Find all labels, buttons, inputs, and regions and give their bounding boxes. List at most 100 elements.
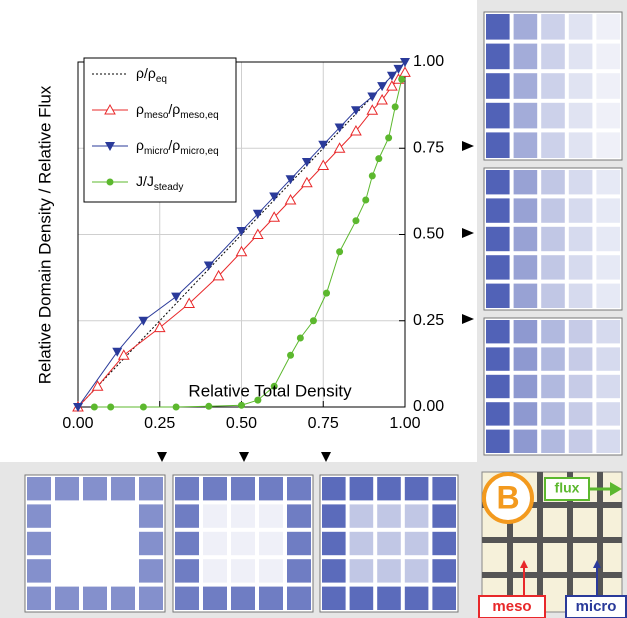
image-cell [513,429,538,453]
image-cell [486,402,510,426]
image-cell [596,102,620,129]
image-cell [322,559,346,583]
image-cell [541,170,565,195]
image-cell [568,14,593,40]
image-cell [513,43,538,70]
image-cell [513,14,538,40]
image-cell [175,559,199,583]
image-cell [349,531,374,556]
image-cell [486,226,510,252]
image-cell [541,320,565,344]
plot: 0.00 0.25 0.50 0.75 1.000.000.250.500.751.00… [62,53,444,432]
point [236,227,247,237]
point [366,104,379,115]
image-cell [287,531,311,556]
arrow [462,141,474,151]
legend-text-part: ρ [136,137,144,153]
point [268,211,281,222]
image-cell [486,14,510,40]
image-cell [377,531,401,556]
image-cell [541,102,565,129]
legend-text-part: /ρ [168,101,180,117]
image-cell [596,283,620,308]
image-cell [55,504,79,528]
image-cell [175,531,199,556]
image-cell [432,559,456,583]
legend-label: ρmeso/ρmeso,eq [136,101,219,121]
legend-text-part: meso,eq [180,110,218,121]
image-cell [541,14,565,40]
image-cell [231,559,255,583]
image-cell [568,320,593,344]
legend-text-part: meso [144,110,169,121]
point [252,228,264,239]
point [90,403,98,411]
image-cell [27,531,51,556]
micro-box [565,595,627,618]
flux-arrowhead [610,482,622,496]
image-cell [513,347,538,371]
image-cell [111,531,135,556]
image-cell [596,170,620,195]
point [352,217,360,225]
image-cell [231,531,255,556]
image-cell [287,559,311,583]
point [117,349,130,360]
image-cell [139,504,163,528]
image-cell [404,504,429,528]
grid-bar [482,572,622,578]
x-tick-label: 1.00 [389,415,420,432]
point [391,103,399,111]
image-cell [596,73,620,99]
point [107,403,115,411]
flux-label: flux [555,480,580,496]
image-cell [27,477,51,501]
point [235,245,248,257]
point [212,269,225,281]
image-cell [513,73,538,99]
image-cell [27,559,51,583]
image-cell [83,504,107,528]
legend-text-part: ρ [136,101,144,117]
image-cell [287,586,311,610]
image-cell [596,429,620,453]
image-cell [349,477,374,501]
y-tick-label: 0.25 [413,312,444,329]
image-cell [404,586,429,610]
point [386,80,398,91]
image-cell [541,347,565,371]
point [153,321,166,333]
image-cell [486,283,510,308]
point [377,82,388,92]
decorations [157,141,474,462]
y-tick-label: 0.00 [413,398,444,415]
image-cell [259,504,283,528]
meso-label: meso [492,598,531,615]
image-cell [541,429,565,453]
image-cell [322,586,346,610]
image-cell [568,73,593,99]
grid-bar [482,537,622,543]
micro-label: micro [576,598,617,615]
image-cell [111,504,135,528]
point [205,402,213,410]
image-cell [541,283,565,308]
point [285,175,296,185]
point [350,106,361,116]
image-cell [568,374,593,399]
meso-arrowhead [520,560,528,568]
image-cell [486,320,510,344]
image-cell [596,132,620,158]
image-cell [203,531,227,556]
grid-bar [482,502,622,508]
image-cell [568,347,593,371]
point [138,316,149,326]
x-axis-label: Relative Total Density [188,381,352,400]
legend-marker [104,103,116,115]
point [139,403,147,411]
image-cell [541,43,565,70]
image-cell [568,429,593,453]
image-cell [513,170,538,195]
